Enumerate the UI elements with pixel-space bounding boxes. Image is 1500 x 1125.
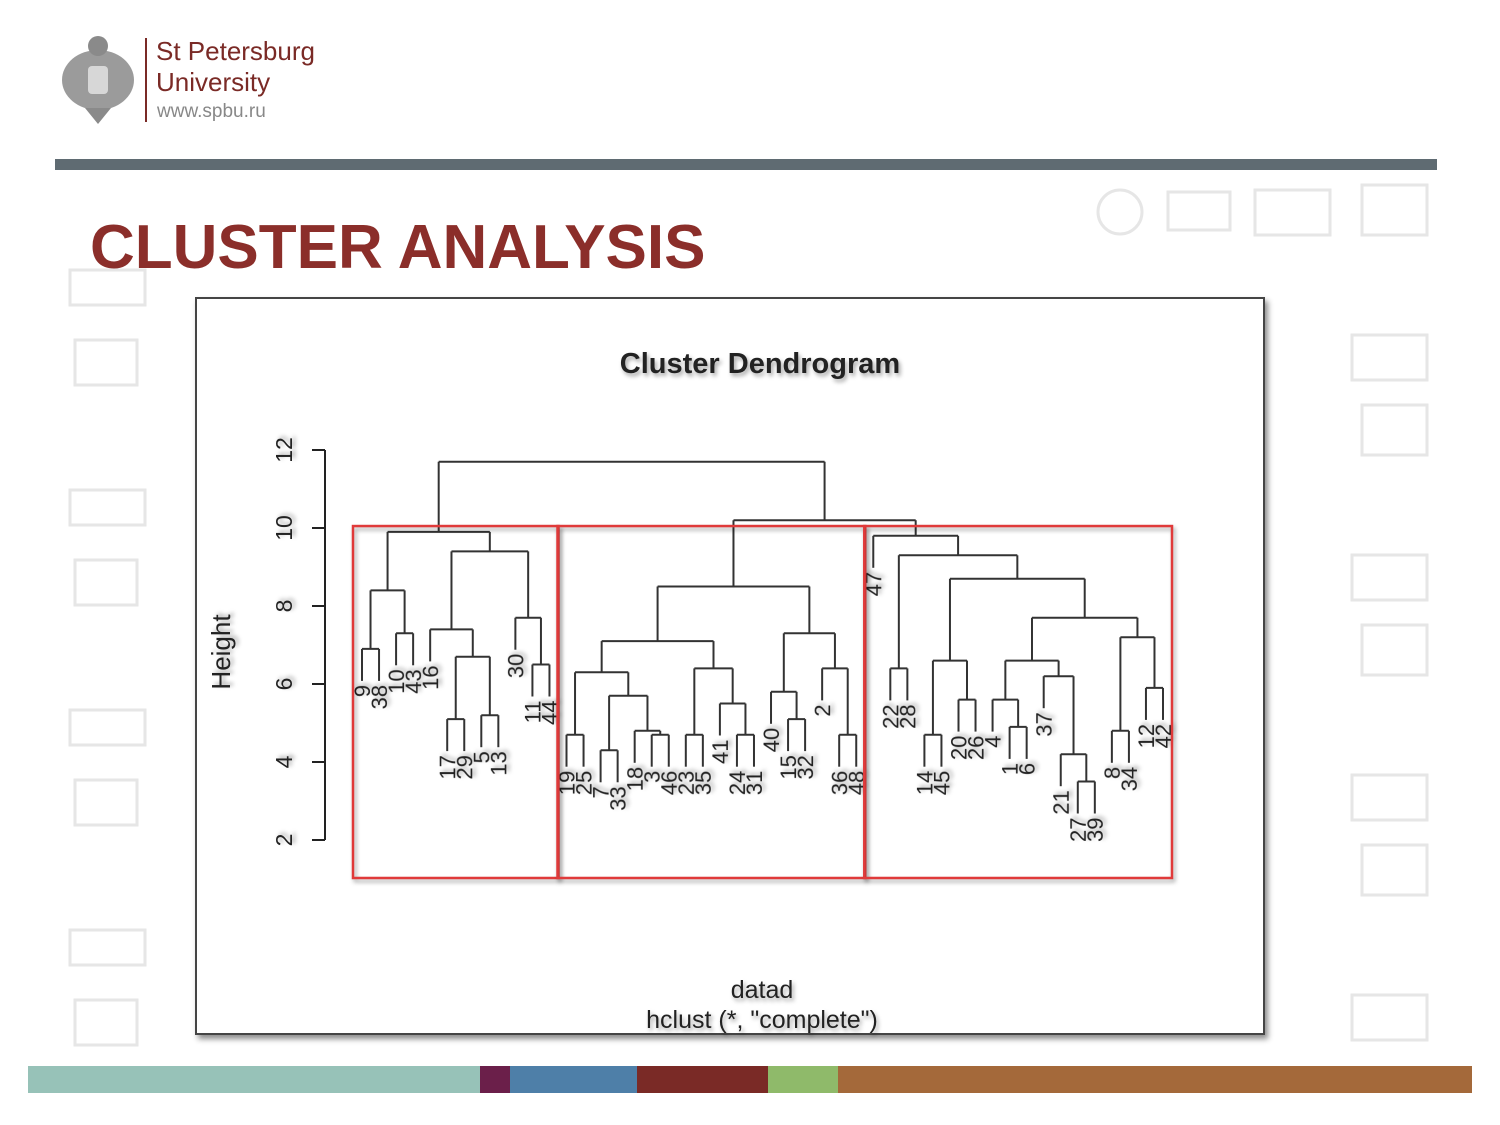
leaf-label: 38 — [367, 685, 392, 709]
plot-frame — [195, 297, 1265, 1035]
slide-title: CLUSTER ANALYSIS — [90, 213, 706, 282]
leaf-label: 16 — [418, 665, 443, 689]
leaf-label: 21 — [1049, 790, 1074, 814]
chart-title: Cluster Dendrogram — [620, 348, 900, 380]
leaf-label: 23 — [674, 771, 699, 795]
y-axis-label: Height — [206, 614, 236, 690]
footer-segment — [510, 1066, 637, 1093]
footer-bar — [28, 1066, 1472, 1093]
leaf-label: 10 — [384, 669, 409, 693]
y-tick-label: 10 — [271, 515, 297, 541]
leaf-label: 4 — [981, 736, 1006, 748]
leaf-label: 27 — [1066, 818, 1091, 842]
leaf-label: 32 — [793, 755, 818, 779]
leaf-label: 22 — [878, 704, 903, 728]
logo — [62, 36, 134, 124]
header-bar — [55, 159, 1437, 170]
leaf-label: 1 — [998, 763, 1023, 775]
footer-segment — [838, 1066, 1472, 1093]
y-tick-label: 6 — [271, 678, 297, 691]
leaf-label: 30 — [503, 654, 528, 678]
leaf-label: 8 — [1100, 767, 1125, 779]
leaf-label: 26 — [964, 736, 989, 760]
leaf-label: 36 — [827, 771, 852, 795]
leaf-label: 2 — [810, 704, 835, 716]
university-url: www.spbu.ru — [156, 101, 266, 122]
leaf-label: 12 — [1134, 724, 1159, 748]
leaf-label: 43 — [401, 669, 426, 693]
footer-segment — [28, 1066, 480, 1093]
background-pattern — [68, 183, 1429, 1047]
leaf-label: 17 — [435, 755, 460, 779]
leaf-label: 35 — [691, 771, 716, 795]
leaf-label: 18 — [623, 767, 648, 791]
footer-segment — [768, 1066, 838, 1093]
leaf-label: 28 — [895, 704, 920, 728]
leaf-label: 3 — [640, 771, 665, 783]
leaf-label: 31 — [742, 771, 767, 795]
x-axis-label: datad — [731, 976, 794, 1004]
leaf-label: 45 — [929, 771, 954, 795]
y-tick-label: 2 — [271, 834, 297, 847]
y-tick-label: 4 — [271, 755, 297, 768]
leaf-label: 24 — [725, 771, 750, 795]
footer-segment — [480, 1066, 510, 1093]
leaf-label: 41 — [708, 740, 733, 764]
leaf-label: 33 — [606, 786, 631, 810]
leaf-label: 20 — [946, 736, 971, 760]
leaf-label: 34 — [1117, 767, 1142, 791]
leaf-label: 29 — [452, 755, 477, 779]
leaf-label: 40 — [759, 728, 784, 752]
leaf-label: 25 — [572, 771, 597, 795]
leaf-label: 14 — [912, 771, 937, 795]
leaf-label: 11 — [520, 701, 545, 724]
cluster-box — [863, 524, 1174, 880]
university-name: University — [156, 67, 270, 97]
leaf-label: 6 — [1015, 763, 1040, 775]
footer-segment — [637, 1066, 768, 1093]
leaf-label: 15 — [776, 755, 801, 779]
leaf-label: 39 — [1083, 818, 1108, 842]
leaf-label: 46 — [657, 771, 682, 795]
leaf-label: 9 — [350, 685, 375, 697]
leaf-label: 7 — [589, 786, 614, 798]
chart-subtitle: hclust (*, "complete") — [646, 1006, 878, 1034]
leaf-label: 13 — [486, 751, 511, 775]
university-name: St Petersburg — [156, 36, 315, 66]
dendrogram: Cluster Dendrogram Height datad hclust (… — [206, 348, 1176, 1034]
y-tick-label: 12 — [271, 437, 297, 463]
leaf-label: 37 — [1032, 712, 1057, 736]
y-tick-label: 8 — [271, 600, 297, 613]
leaf-label: 5 — [469, 751, 494, 763]
